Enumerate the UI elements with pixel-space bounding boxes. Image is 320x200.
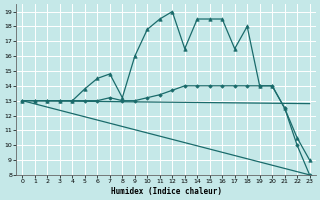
X-axis label: Humidex (Indice chaleur): Humidex (Indice chaleur) <box>110 187 221 196</box>
